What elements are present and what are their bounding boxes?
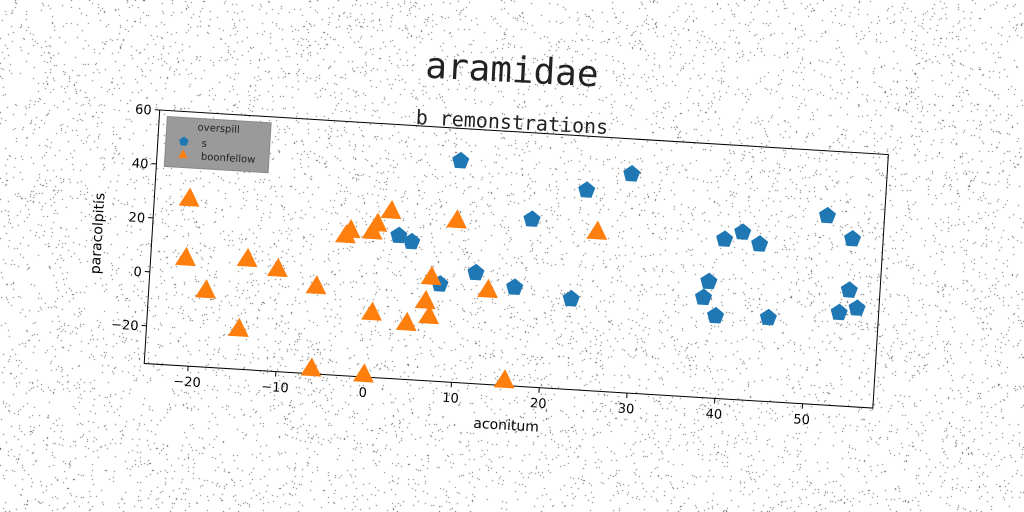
series-1-point [361, 220, 383, 240]
series-0-point [390, 226, 408, 244]
series-1-point [227, 317, 249, 338]
series-1-point [477, 278, 498, 299]
series-1-point [418, 304, 440, 325]
y-tick-label: 20 [128, 210, 145, 226]
legend-marker [178, 149, 188, 159]
series-1-point [446, 209, 467, 229]
data-points [174, 151, 866, 389]
series-0-point [759, 308, 777, 326]
x-tick-label: 10 [442, 391, 459, 407]
series-0-point [403, 232, 421, 250]
series-1-point [178, 187, 200, 207]
series-1-point [352, 363, 374, 383]
series-1-point [300, 357, 322, 377]
legend-marker [179, 136, 189, 146]
series-1-point [236, 247, 258, 268]
y-axis-label: paracolpitis [88, 192, 109, 274]
x-tick-label: 50 [793, 412, 810, 428]
x-tick-label: −10 [261, 380, 289, 397]
series-0-point [707, 306, 725, 324]
series-0-point [578, 181, 596, 198]
series-0-point [452, 151, 470, 169]
series-1-point [395, 311, 417, 332]
series-0-point [700, 272, 718, 290]
series-1-point [414, 289, 436, 310]
series-1-point [380, 199, 402, 220]
series-1-point [420, 265, 442, 286]
legend-label: s [201, 139, 207, 150]
legend-label: boonfellow [201, 152, 256, 166]
series-1-point [305, 275, 327, 295]
series-0-point [830, 303, 848, 321]
series-0-point [467, 263, 485, 281]
x-tick-label: −20 [173, 374, 201, 391]
y-tick-label: 60 [135, 103, 152, 119]
series-0-point [840, 281, 858, 298]
series-1-point [586, 220, 608, 240]
legend-box [163, 115, 272, 174]
series-1-point [174, 246, 196, 267]
legend: overspill s boonfellow [163, 115, 272, 174]
x-axis: −20 −10 0 10 20 30 40 50 [173, 366, 810, 428]
y-tick-label: 40 [131, 156, 148, 172]
series-1-point [195, 279, 216, 299]
series-1-point [334, 224, 356, 244]
series-0-point [623, 165, 641, 182]
y-tick-label: 0 [133, 265, 142, 280]
series-1-point [266, 257, 288, 278]
x-tick-label: 30 [617, 402, 634, 418]
series-0-point [694, 288, 713, 306]
series-0-point [506, 278, 524, 295]
x-tick-label: 20 [530, 396, 547, 412]
series-1-point [361, 301, 382, 321]
x-tick-label: 0 [358, 386, 367, 401]
series-0-point [844, 230, 862, 247]
series-0-point [734, 223, 752, 240]
x-tick-label: 40 [705, 407, 722, 423]
y-axis: −20 0 20 40 60 [111, 103, 160, 335]
series-0-point [818, 206, 837, 224]
y-tick-label: −20 [111, 318, 139, 335]
series-0-point [751, 235, 769, 252]
x-axis-label: aconitum [473, 416, 539, 436]
series-1-point [493, 369, 515, 389]
series-0-point [716, 230, 734, 247]
series-0-point [562, 289, 580, 307]
series-0-point [848, 299, 866, 316]
legend-title: overspill [197, 122, 240, 136]
series-0-point [523, 210, 541, 227]
